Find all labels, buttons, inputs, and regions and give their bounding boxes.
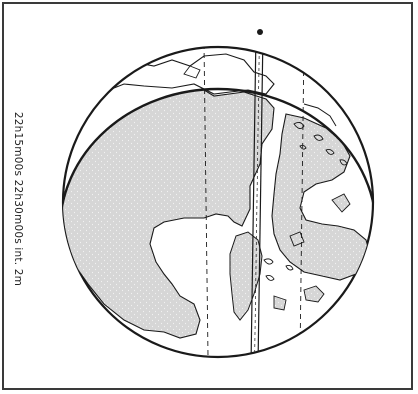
- meridian-dashed-right: [299, 47, 305, 357]
- coastline-detail: [263, 121, 348, 281]
- meridian-dashed-left: [203, 47, 209, 357]
- island-small: [273, 295, 287, 311]
- continent-main: [63, 89, 275, 339]
- island-small: [303, 285, 325, 303]
- coastline-northeast: [303, 103, 337, 127]
- land-shaded: [63, 89, 371, 339]
- orthographic-globe-map: [61, 29, 375, 359]
- track-start-marker: [257, 29, 263, 35]
- illuminated-cap-boundary: [63, 87, 373, 357]
- map-caption: 22h15m00s 22h30m00s int. 2m: [12, 111, 24, 287]
- island-small: [331, 193, 351, 213]
- island-small: [289, 231, 305, 247]
- coastline-north: [83, 53, 275, 101]
- eclipse-track: [250, 47, 264, 357]
- island-south: [229, 231, 263, 321]
- coastline-north-island: [183, 65, 201, 79]
- map-frame: 22h15m00s 22h30m00s int. 2m: [2, 2, 413, 390]
